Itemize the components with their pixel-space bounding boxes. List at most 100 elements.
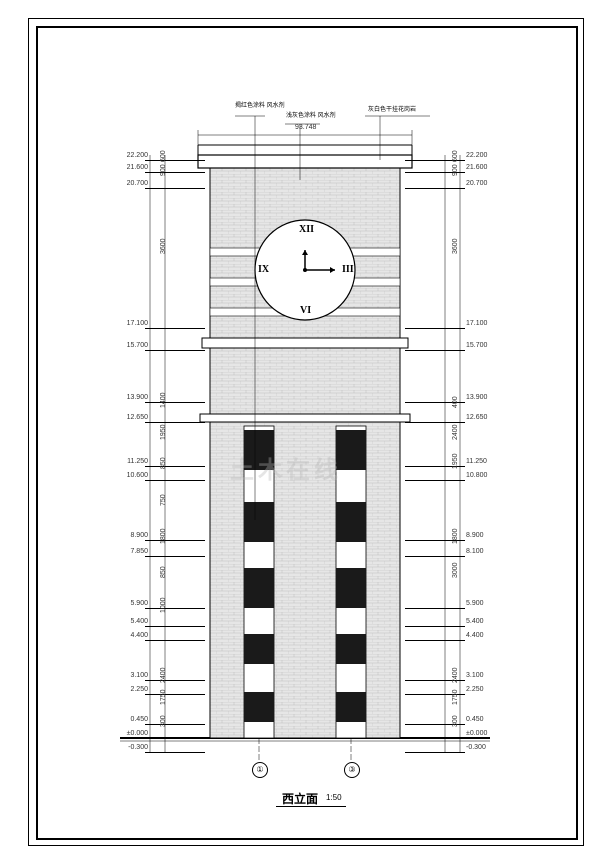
clock-vi: VI [300,305,311,316]
tick [145,328,205,329]
tick [145,172,205,173]
tick [145,694,205,695]
note-2: 浅灰色涂料 风水剂 [286,110,336,119]
tick [405,738,465,739]
clock-ix: IX [258,264,269,275]
elevation-marker: 8.900 [108,532,148,539]
note-1: 揭红色涂料 风水剂 [235,100,285,109]
drawing-scale: 1:50 [326,793,342,802]
elevation-marker: 21.600 [466,164,487,171]
elevation-marker: 5.900 [108,600,148,607]
tick [145,466,205,467]
elevation-marker: 12.650 [108,414,148,421]
tick [145,640,205,641]
tick [405,350,465,351]
dimension-label: 850 [160,457,167,469]
dimension-label: 1000 [160,597,167,613]
dimension-label: 300 [160,715,167,727]
tick [145,752,205,753]
dimension-label: 1950 [160,424,167,440]
elevation-marker: 12.650 [466,414,487,421]
tick [145,540,205,541]
dimension-label: 3600 [160,238,167,254]
note-3: 灰白色干挂花岗岩 [368,104,416,113]
tick [405,188,465,189]
elevation-marker: 4.400 [108,632,148,639]
elevation-marker: 3.100 [108,672,148,679]
elevation-marker: ±0.000 [466,730,487,737]
dimension-label: 400 [452,396,459,408]
tick [405,328,465,329]
watermark: 土木在线 [230,450,342,485]
elevation-marker: 21.600 [108,164,148,171]
elevation-marker: 0.450 [108,716,148,723]
elevation-marker: 17.100 [466,320,487,327]
tick [405,556,465,557]
axis-3: ③ [344,762,360,778]
elevation-marker: 8.100 [466,548,484,555]
dimension-label: 1800 [160,528,167,544]
title-underline [276,806,346,807]
dimension-label: 1800 [452,528,459,544]
elevation-marker: 7.850 [108,548,148,555]
tick [405,608,465,609]
elevation-marker: 10.800 [466,472,487,479]
dimension-label: 900 [452,164,459,176]
tick [405,422,465,423]
dimension-label: 3600 [452,238,459,254]
elevation-marker: 17.100 [108,320,148,327]
dimension-label: 1400 [160,392,167,408]
tick [145,608,205,609]
elevation-marker: 13.900 [466,394,487,401]
elevation-marker: 11.250 [466,458,487,465]
elevation-marker: 15.700 [108,342,148,349]
elevation-marker: 5.400 [108,618,148,625]
tick [145,160,205,161]
tick [145,626,205,627]
clock-iii: III [342,264,354,275]
tick [145,350,205,351]
tick [145,422,205,423]
tick [145,402,205,403]
dimension-label: 600 [452,150,459,162]
dimension-label: 900 [160,164,167,176]
dimension-label: 3000 [452,562,459,578]
dimension-label: 2400 [452,424,459,440]
dimension-label: 1750 [452,689,459,705]
tick [145,188,205,189]
tick [405,640,465,641]
dimension-label: 300 [452,715,459,727]
elevation-marker: 4.400 [466,632,484,639]
drawing-title: 西立面 [282,790,318,807]
elevation-marker: 20.700 [108,180,148,187]
tick [145,480,205,481]
elevation-marker: 11.250 [108,458,148,465]
tick [145,680,205,681]
dimension-label: 750 [160,494,167,506]
page: XII III VI IX 93.748 揭红色涂料 风水剂 浅灰色涂料 风水剂… [0,0,610,861]
elevation-marker: 13.900 [108,394,148,401]
elevation-marker: 5.900 [466,600,484,607]
elevation-marker: 22.200 [108,152,148,159]
axis-1: ① [252,762,268,778]
dim-width-top: 93.748 [295,124,316,131]
dimension-label: 1750 [160,689,167,705]
elevation-marker: 0.450 [466,716,484,723]
elevation-marker: 20.700 [466,180,487,187]
clock-xii: XII [299,224,314,235]
tick [405,480,465,481]
elevation-marker: 5.400 [466,618,484,625]
elevation-marker: ±0.000 [108,730,148,737]
tick [145,738,205,739]
elevation-marker: -0.300 [466,744,486,751]
dimension-label: 2400 [160,667,167,683]
elevation-marker: 3.100 [466,672,484,679]
elevation-marker: 8.900 [466,532,484,539]
dimension-label: 1950 [452,453,459,469]
elevation-marker: -0.300 [108,744,148,751]
elevation-marker: 2.250 [108,686,148,693]
elevation-marker: 22.200 [466,152,487,159]
tick [405,626,465,627]
dimension-label: 2400 [452,667,459,683]
tick [405,752,465,753]
